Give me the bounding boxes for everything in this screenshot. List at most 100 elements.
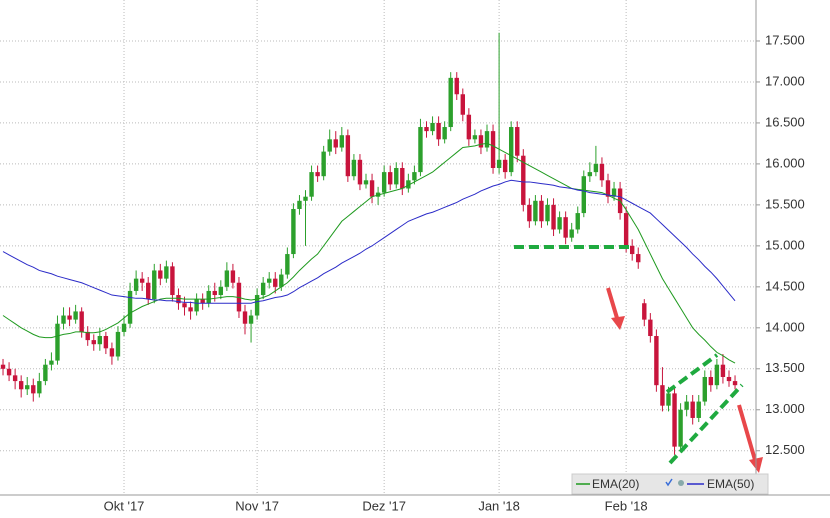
candle-body — [188, 307, 193, 312]
candle-body — [321, 151, 326, 177]
candle-body — [109, 348, 115, 357]
candle-body — [260, 282, 266, 296]
candle-body — [194, 299, 199, 312]
candle-body — [345, 135, 351, 177]
candle-body — [127, 290, 133, 324]
arrow-down — [737, 404, 757, 461]
candle-body — [170, 266, 175, 296]
candle-body — [690, 401, 695, 418]
candle-body — [412, 172, 417, 181]
candle-body — [218, 286, 224, 296]
candle-body — [424, 127, 429, 132]
candle-body — [702, 376, 707, 402]
candle-body — [327, 139, 332, 152]
candle-body — [466, 114, 472, 140]
candle-body — [381, 172, 387, 193]
candle-body — [25, 385, 30, 390]
arrow-head — [611, 316, 625, 330]
candle-body — [569, 229, 574, 238]
candle-body — [678, 409, 683, 447]
candle-body — [551, 204, 556, 230]
candle-body — [115, 331, 121, 357]
candle-body — [726, 376, 732, 382]
y-tick-label: 13.000 — [765, 401, 805, 416]
candle-body — [508, 127, 514, 173]
candle-body — [146, 282, 151, 300]
candle-body — [442, 127, 447, 140]
candle-body — [303, 196, 308, 201]
candle-body — [164, 266, 169, 279]
legend-label: EMA(50) — [707, 477, 754, 491]
candle-body — [158, 270, 163, 279]
candle-body — [273, 278, 278, 287]
x-tick-label: Feb '18 — [605, 498, 648, 513]
candle-body — [279, 274, 284, 287]
candle-body — [448, 77, 453, 128]
ema-line — [2, 179, 736, 304]
candle-body — [206, 290, 211, 304]
candle-body — [406, 180, 411, 189]
candle-body — [43, 364, 48, 382]
candle-body — [732, 381, 738, 386]
candle-body — [91, 340, 96, 345]
candle-body — [357, 159, 363, 185]
candle-body — [642, 303, 647, 320]
candle-body — [139, 278, 145, 283]
candle-body — [660, 385, 665, 406]
candle-body — [714, 364, 720, 386]
candle-body — [623, 213, 629, 246]
candle-body — [248, 315, 254, 324]
candle-body — [436, 122, 441, 140]
candle-body — [291, 208, 296, 255]
y-tick-label: 16.000 — [765, 155, 805, 170]
y-tick-label: 16.500 — [765, 114, 805, 129]
candle-body — [539, 200, 544, 222]
candle-body — [0, 364, 6, 369]
candle-body — [333, 139, 338, 148]
candle-body — [31, 385, 36, 394]
y-tick-label: 14.500 — [765, 278, 805, 293]
candle-body — [97, 336, 103, 345]
candle-body — [629, 245, 635, 255]
y-tick-label: 17.000 — [765, 73, 805, 88]
channel-top — [665, 353, 719, 394]
candle-body — [484, 131, 490, 148]
candle-body — [654, 336, 659, 386]
y-tick-label: 13.500 — [765, 360, 805, 375]
candle-body — [315, 172, 320, 177]
candle-body — [587, 172, 593, 177]
candle-body — [67, 315, 72, 320]
candle-body — [400, 168, 405, 189]
candle-body — [557, 217, 562, 230]
candle-body — [496, 159, 502, 169]
y-tick-label: 14.000 — [765, 319, 805, 334]
candle-body — [37, 381, 42, 394]
candle-body — [672, 393, 677, 447]
legend-icon — [665, 478, 673, 487]
candle-body — [696, 401, 701, 418]
legend-label: EMA(20) — [592, 477, 639, 491]
candle-body — [133, 278, 139, 291]
candle-body — [12, 375, 18, 382]
candle-body — [61, 315, 66, 324]
channel-bottom — [668, 383, 744, 465]
y-tick-label: 12.500 — [765, 442, 805, 457]
candle-body — [490, 131, 496, 169]
candle-body — [527, 204, 532, 222]
candle-body — [575, 213, 580, 230]
candle-body — [472, 135, 478, 140]
candle-body — [369, 180, 375, 197]
candle-body — [515, 127, 520, 156]
candle-body — [121, 323, 127, 332]
y-tick-label: 15.000 — [765, 237, 805, 252]
candle-body — [533, 200, 538, 222]
candle-body — [502, 159, 508, 173]
y-tick-label: 15.500 — [765, 196, 805, 211]
candle-body — [242, 311, 248, 324]
candle-body — [182, 303, 187, 308]
candle-body — [6, 368, 12, 376]
candle-body — [418, 127, 423, 173]
x-tick-label: Dez '17 — [362, 498, 406, 513]
